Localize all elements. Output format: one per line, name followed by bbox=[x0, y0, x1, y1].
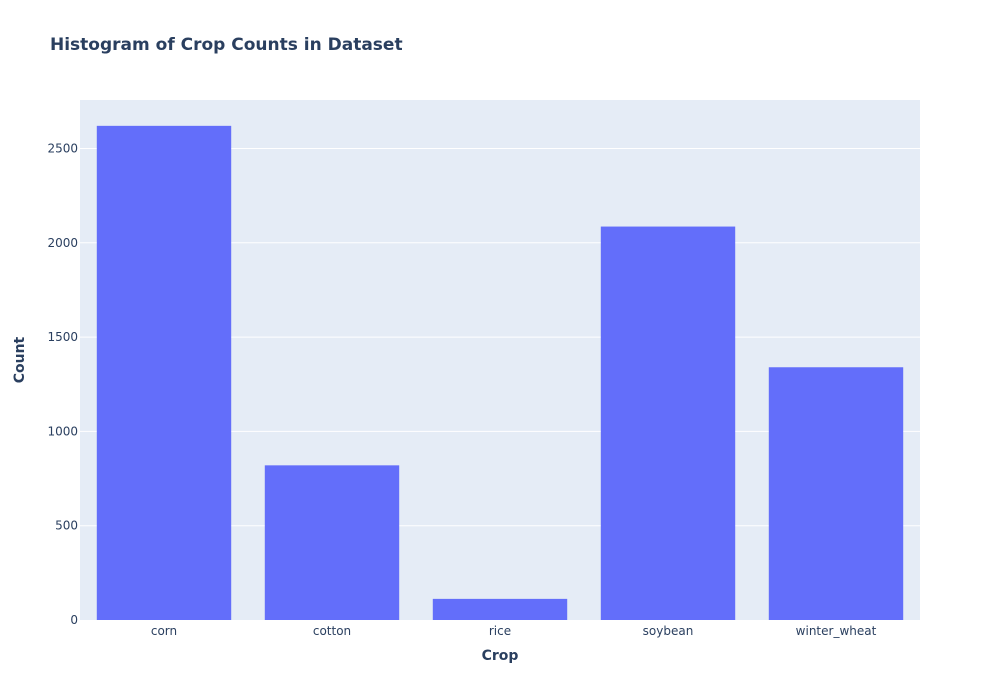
chart-title: Histogram of Crop Counts in Dataset bbox=[50, 35, 403, 55]
bar-corn bbox=[96, 125, 232, 620]
bar-soybean bbox=[600, 226, 736, 620]
y-tick-label: 1000 bbox=[47, 424, 78, 438]
x-tick-label: rice bbox=[489, 624, 511, 638]
y-tick-label: 0 bbox=[70, 613, 78, 627]
y-tick-label: 500 bbox=[55, 519, 78, 533]
x-axis-ticks: corn cotton rice soybean winter_wheat bbox=[151, 624, 877, 638]
y-tick-label: 1500 bbox=[47, 330, 78, 344]
bar-winter_wheat bbox=[768, 367, 904, 620]
x-tick-label: cotton bbox=[313, 624, 351, 638]
y-tick-label: 2000 bbox=[47, 236, 78, 250]
y-axis-ticks: 0 500 1000 1500 2000 2500 bbox=[47, 141, 78, 627]
bar-cotton bbox=[264, 465, 400, 620]
bar-rice bbox=[432, 598, 568, 620]
x-axis-title: Crop bbox=[482, 648, 519, 664]
y-axis-title: Count bbox=[12, 336, 28, 383]
x-tick-label: soybean bbox=[643, 624, 694, 638]
x-tick-label: corn bbox=[151, 624, 177, 638]
bars bbox=[96, 125, 904, 620]
y-tick-label: 2500 bbox=[47, 141, 78, 155]
x-tick-label: winter_wheat bbox=[796, 624, 877, 638]
